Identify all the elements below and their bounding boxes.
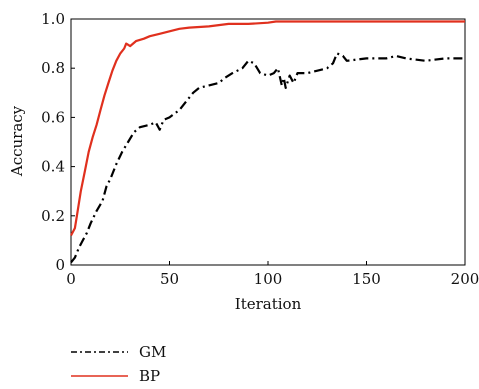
legend-label-gm: GM xyxy=(139,343,166,361)
y-tick-label: 0.2 xyxy=(41,207,65,225)
x-tick-label: 0 xyxy=(66,270,76,288)
ticks-layer: 0 50 100 150 200 0 0.2 0.4 0.6 0.8 1.0 xyxy=(41,10,479,288)
x-tick-label: 50 xyxy=(160,270,179,288)
y-tick-label: 0.6 xyxy=(41,108,65,126)
y-axis-title: Accuracy xyxy=(8,105,26,177)
x-axis-title: Iteration xyxy=(235,295,302,313)
x-tick-label: 100 xyxy=(254,270,283,288)
plot-frame xyxy=(70,18,466,266)
y-tick-label: 0.8 xyxy=(41,59,65,77)
series-line-bp xyxy=(70,20,465,237)
legend-label-bp: BP xyxy=(139,367,160,385)
series-line-gm xyxy=(70,52,465,264)
plot-border xyxy=(70,18,466,266)
x-tick-label: 200 xyxy=(451,270,479,288)
y-tick-label: 0 xyxy=(55,256,65,274)
series-layer xyxy=(70,20,465,264)
legend: GM BP xyxy=(71,343,166,385)
y-tick-label: 0.4 xyxy=(41,158,65,176)
x-tick-label: 150 xyxy=(352,270,381,288)
y-tick-label: 1.0 xyxy=(41,10,65,28)
